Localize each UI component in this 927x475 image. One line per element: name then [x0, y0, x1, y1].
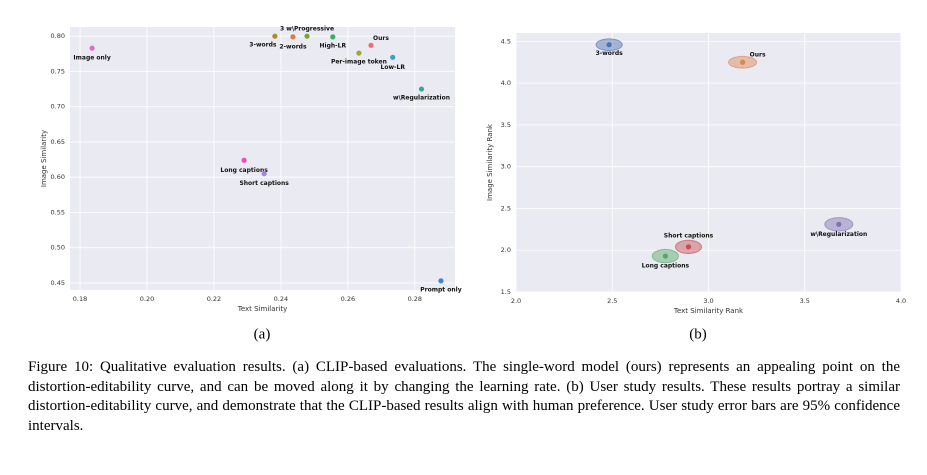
point-label: 3 w\Progressive [280, 26, 334, 33]
subcaption: (b) [689, 326, 707, 342]
point [241, 157, 247, 163]
x-tick-label: 2.0 [511, 297, 521, 305]
y-tick-label: 4.0 [501, 79, 511, 87]
x-tick-label: 0.26 [341, 295, 355, 303]
point [739, 59, 746, 65]
y-tick-label: 4.5 [501, 37, 511, 45]
point-label: w\Regularization [393, 95, 450, 102]
point [685, 244, 692, 250]
figure: (a) (b) 0.18 0.20 0.22 0.24 0.26 0.28 0.45 0.50… [40, 26, 906, 343]
x-tick-label: 0.22 [207, 295, 221, 303]
point [390, 54, 396, 60]
point-label: High-LR [320, 42, 347, 49]
point-label: Low-LR [381, 64, 406, 71]
point [89, 45, 95, 51]
point-label: w\Regularization [810, 231, 867, 238]
x-tick-label: 0.18 [73, 295, 87, 303]
point [330, 34, 336, 40]
x-tick-label: 2.5 [607, 297, 617, 305]
point-label: Prompt only [420, 286, 461, 293]
point-label: Ours [750, 52, 766, 59]
point [662, 253, 668, 259]
y-tick-label: 1.5 [501, 288, 511, 296]
point [418, 86, 425, 92]
x-tick-label: 3.5 [800, 297, 810, 305]
y-tick-label: 2.0 [501, 246, 511, 254]
point-label: Image only [73, 55, 110, 62]
y-tick-label: 0.75 [51, 67, 65, 75]
x-tick-label: 3.0 [703, 297, 713, 305]
point-label: Short captions [239, 180, 289, 187]
point [261, 171, 267, 177]
plot-area [70, 27, 455, 290]
point [606, 42, 612, 48]
y-tick-label: 0.70 [51, 103, 65, 111]
point-label: Long captions [220, 167, 268, 174]
subcaption: (a) [254, 326, 271, 342]
point [836, 221, 842, 227]
caption: Figure 10: Qualitative evaluation result… [28, 359, 900, 434]
x-tick-label: 0.20 [140, 295, 154, 303]
point-label: 2-words [279, 43, 307, 50]
point-label: Long captions [642, 263, 690, 270]
y-tick-label: 0.65 [51, 138, 65, 146]
y-tick-label: 0.60 [51, 173, 65, 181]
point [368, 42, 374, 48]
y-axis-label: Image Similarity [40, 130, 48, 187]
point [272, 33, 278, 39]
point-label: Short captions [664, 232, 714, 239]
y-tick-label: 0.55 [51, 208, 65, 216]
x-tick-label: 4.0 [896, 297, 906, 305]
point-label: Ours [373, 35, 389, 42]
point-label: Per-image token [331, 59, 387, 66]
y-tick-label: 0.80 [51, 32, 65, 40]
x-axis-label: Text Similarity [237, 305, 287, 313]
y-tick-label: 3.5 [501, 121, 511, 129]
y-tick-label: 0.45 [51, 279, 65, 287]
x-axis-label: Text Similarity Rank [673, 307, 744, 315]
y-axis-label: Image Similarity Rank [486, 123, 494, 201]
point-label: 3-words [249, 42, 277, 49]
point [356, 50, 362, 56]
point [290, 34, 296, 40]
y-tick-label: 0.50 [51, 244, 65, 252]
y-tick-label: 2.5 [501, 204, 511, 212]
x-tick-label: 0.28 [408, 295, 422, 303]
point [438, 278, 444, 284]
y-tick-label: 3.0 [501, 163, 511, 171]
x-tick-label: 0.24 [274, 295, 288, 303]
point [304, 33, 310, 39]
point-label: 3-words [596, 50, 624, 57]
